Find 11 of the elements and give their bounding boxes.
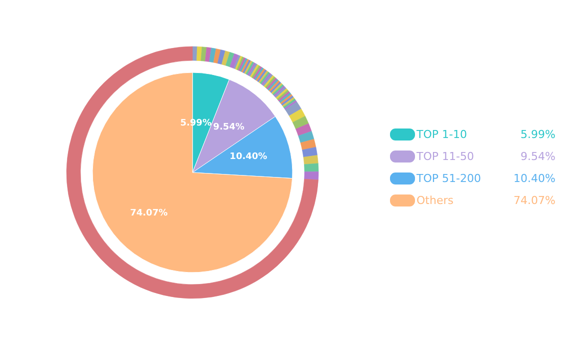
legend-label: Others bbox=[416, 194, 454, 207]
text: 74.07% bbox=[514, 194, 556, 207]
text: 5.99% bbox=[520, 128, 556, 141]
text: 9.54% bbox=[520, 150, 556, 163]
data-label: 9.54% bbox=[213, 122, 244, 132]
legend-label: TOP 51-200 bbox=[416, 172, 481, 185]
text: 10.40% bbox=[514, 172, 556, 185]
legend-label: TOP 11-50 bbox=[416, 150, 474, 163]
data-label: 10.40% bbox=[230, 152, 268, 162]
data-label: 74.07% bbox=[130, 208, 168, 219]
legend-label: TOP 1-10 bbox=[416, 128, 467, 141]
